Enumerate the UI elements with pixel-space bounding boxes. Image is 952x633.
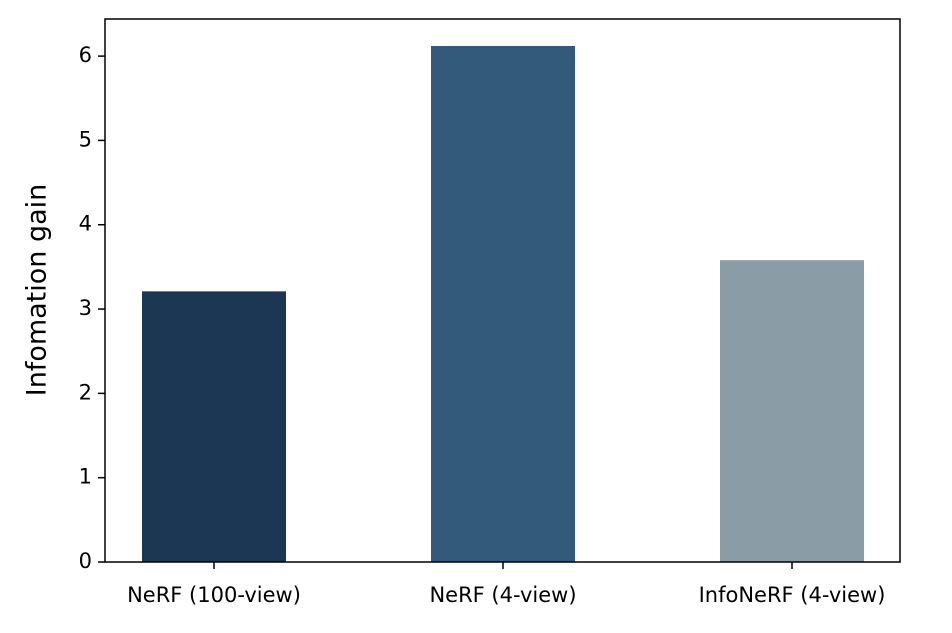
y-tick-label: 0 <box>79 549 92 573</box>
y-tick-label: 6 <box>79 43 92 67</box>
y-tick-label: 4 <box>79 212 92 236</box>
y-tick-label: 1 <box>79 465 92 489</box>
plot-frame <box>104 18 901 563</box>
bar <box>142 291 286 562</box>
bar <box>431 45 575 562</box>
x-tick-label: NeRF (100-view) <box>127 583 301 607</box>
y-tick-label: 2 <box>79 380 92 404</box>
bar <box>720 260 864 562</box>
y-axis-label: Infomation gain <box>22 184 53 397</box>
y-tick-label: 3 <box>79 296 92 320</box>
x-tick-label: NeRF (4-view) <box>429 583 576 607</box>
x-tick-label: InfoNeRF (4-view) <box>699 583 886 607</box>
y-tick-label: 5 <box>79 127 92 151</box>
